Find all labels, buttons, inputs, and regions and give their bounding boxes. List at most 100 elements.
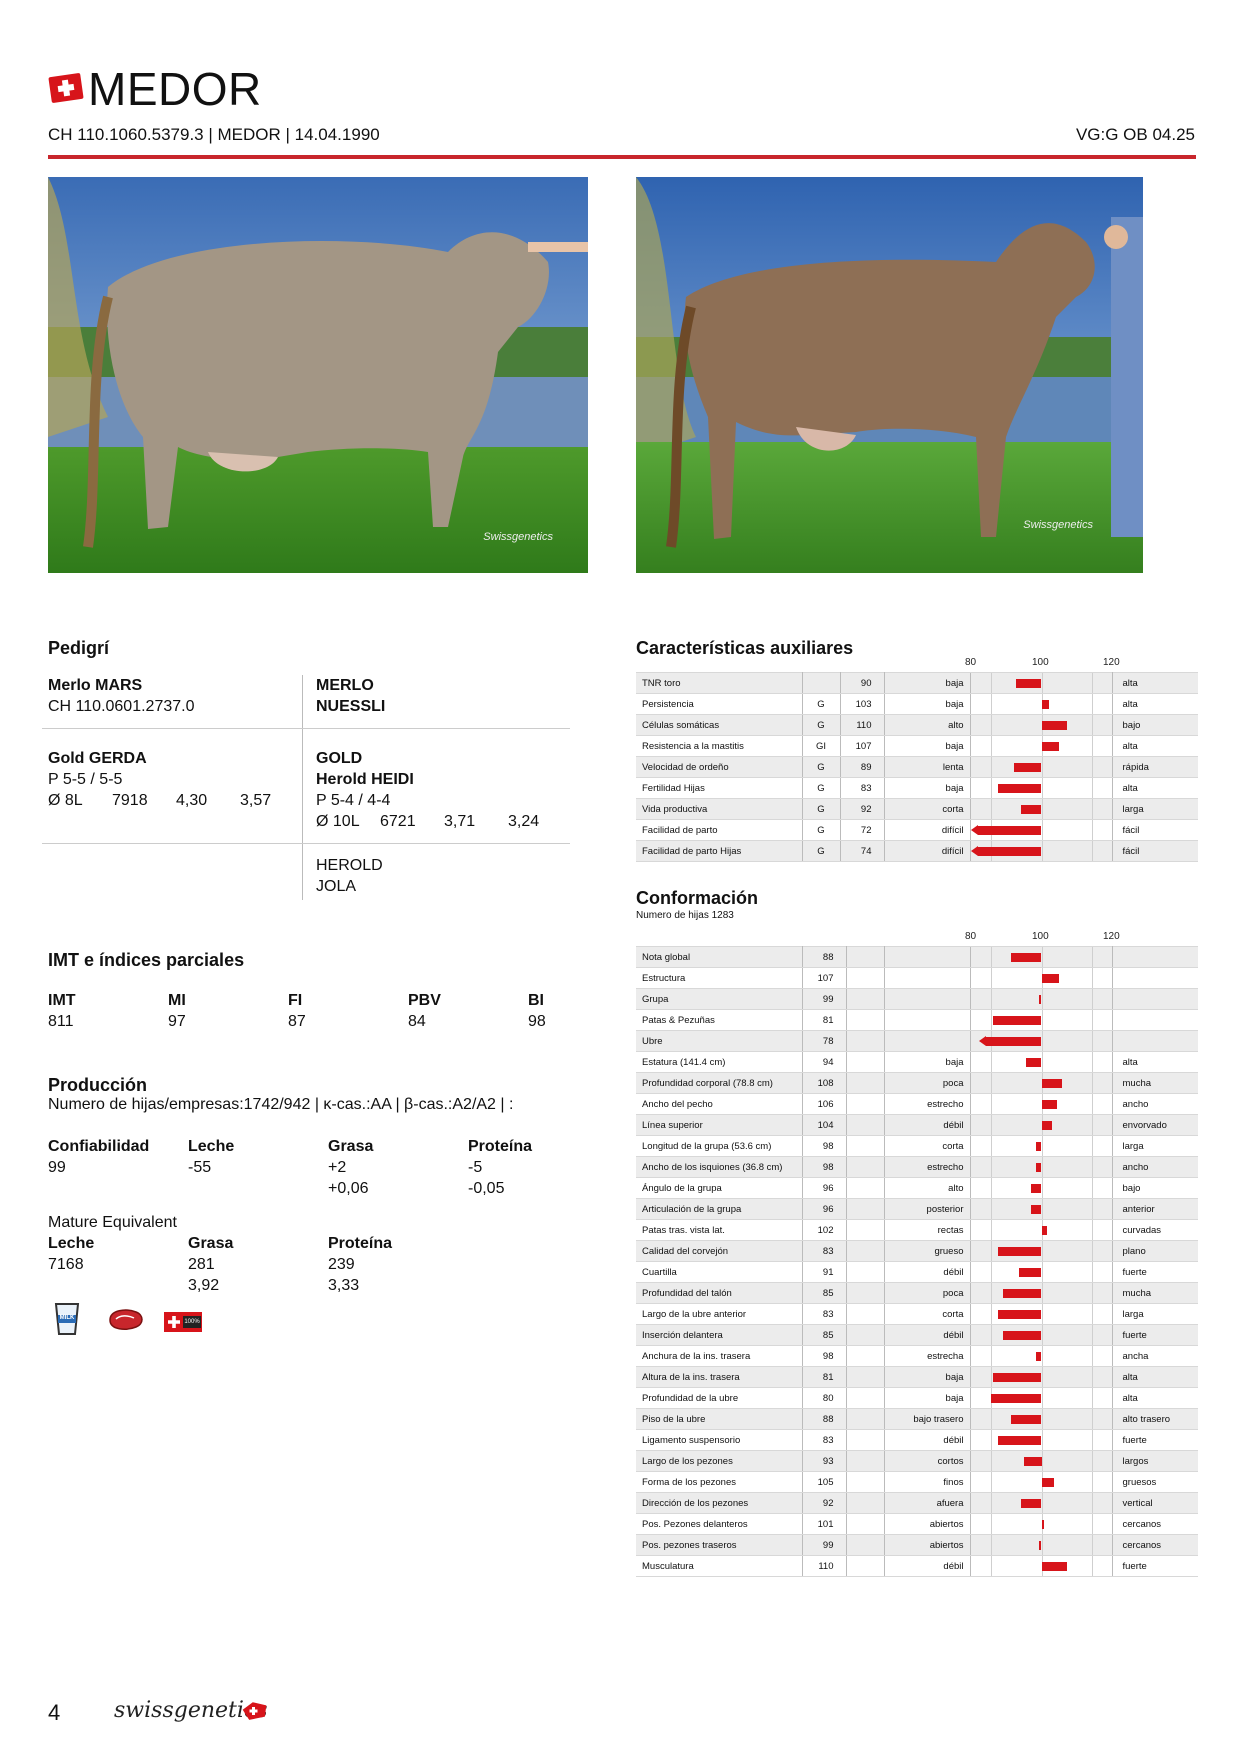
conf-trait-label: Dirección de los pezones xyxy=(636,1492,803,1514)
conf-gridline xyxy=(1092,947,1094,967)
sire-id: CH 110.0601.2737.0 xyxy=(48,698,195,715)
aux-low-label: corta xyxy=(884,798,970,820)
production-subtitle: Numero de hijas/empresas:1742/942 | κ-ca… xyxy=(48,1096,514,1113)
conf-scale-100: 100 xyxy=(1032,931,1049,942)
conf-trait-value: 88 xyxy=(802,1408,847,1430)
conf-gridline xyxy=(1092,1052,1094,1072)
conf-bar xyxy=(1041,1100,1057,1109)
mi-label: MI xyxy=(168,992,186,1009)
conf-gridline xyxy=(990,1199,992,1219)
fi-label: FI xyxy=(288,992,303,1009)
aux-trait-label: Células somáticas xyxy=(636,714,803,736)
aux-trait-label: Resistencia a la mastitis xyxy=(636,735,803,757)
page-title: MEDOR xyxy=(88,63,262,115)
conf-empty-cell xyxy=(846,988,885,1010)
aux-gridline xyxy=(1092,841,1094,861)
dam-sire-fat: 3,71 xyxy=(444,813,476,830)
aux-genomic-flag xyxy=(802,672,841,694)
conf-bar-cell xyxy=(969,1051,1113,1073)
aux-high-label: alta xyxy=(1112,672,1198,694)
conf-low-label: baja xyxy=(884,1366,970,1388)
bi-value: 98 xyxy=(528,1013,546,1030)
conf-high-label: mucha xyxy=(1112,1072,1198,1094)
aux-trait-label: Facilidad de parto Hijas xyxy=(636,840,803,862)
conf-bar-cell xyxy=(969,1450,1113,1472)
conf-empty-cell xyxy=(846,1387,885,1409)
conf-trait-value: 81 xyxy=(802,1366,847,1388)
conf-row: Anchura de la ins. trasera 98 estrecha anch… xyxy=(636,1345,1198,1367)
conf-trait-value: 91 xyxy=(802,1261,847,1283)
conf-bar-cell xyxy=(969,1324,1113,1346)
conf-low-label: corta xyxy=(884,1303,970,1325)
conf-gridline xyxy=(1092,968,1094,988)
prod-protein-kg: -5 xyxy=(468,1159,483,1176)
conf-gridline xyxy=(1041,1388,1043,1408)
conf-gridline xyxy=(990,1556,992,1576)
aux-gridline xyxy=(1092,820,1094,840)
conf-gridline xyxy=(1092,1556,1094,1576)
aux-low-label: baja xyxy=(884,693,970,715)
conf-gridline xyxy=(1041,1430,1043,1450)
aux-trait-value: 110 xyxy=(840,714,885,736)
aux-bar-cell xyxy=(969,777,1113,799)
conf-bar xyxy=(1036,1352,1042,1361)
aux-trait-label: Velocidad de ordeño xyxy=(636,756,803,778)
conf-high-label: larga xyxy=(1112,1303,1198,1325)
conf-gridline xyxy=(990,1073,992,1093)
conf-low-label xyxy=(884,1030,970,1052)
conf-gridline xyxy=(1092,1451,1094,1471)
conf-low-label: finos xyxy=(884,1471,970,1493)
conf-gridline xyxy=(990,968,992,988)
conf-row: Profundidad del talón 85 poca mucha xyxy=(636,1282,1198,1304)
conf-low-label: afuera xyxy=(884,1492,970,1514)
aux-genomic-flag: G xyxy=(802,777,841,799)
conf-gridline xyxy=(990,1346,992,1366)
conf-bar-cell xyxy=(969,1408,1113,1430)
conf-gridline xyxy=(1092,1367,1094,1387)
conf-trait-value: 99 xyxy=(802,988,847,1010)
aux-high-label: fácil xyxy=(1112,819,1198,841)
dam-protein: 3,57 xyxy=(240,792,272,809)
prod-fat-kg: +2 xyxy=(328,1159,347,1176)
conf-high-label: cercanos xyxy=(1112,1534,1198,1556)
conf-trait-label: Ligamento suspensorio xyxy=(636,1429,803,1451)
conf-low-label: abiertos xyxy=(884,1513,970,1535)
aux-bar-overflow-arrow xyxy=(971,846,979,856)
conf-subtitle: Numero de hijas 1283 xyxy=(636,910,734,921)
bi-label: BI xyxy=(528,992,544,1009)
conf-bar xyxy=(1036,1163,1042,1172)
conf-bar xyxy=(1003,1331,1042,1340)
conf-low-label: poca xyxy=(884,1282,970,1304)
dam-dam-line1: HEROLD xyxy=(316,857,383,874)
pbv-label: PBV xyxy=(408,992,441,1009)
conf-gridline xyxy=(1092,1514,1094,1534)
header-divider xyxy=(48,155,1196,159)
aux-trait-value: 83 xyxy=(840,777,885,799)
imt-label: IMT xyxy=(48,992,76,1009)
conf-low-label xyxy=(884,946,970,968)
conf-trait-label: Ubre xyxy=(636,1030,803,1052)
aux-trait-label: Facilidad de parto xyxy=(636,819,803,841)
conf-empty-cell xyxy=(846,1471,885,1493)
aux-trait-label: Vida productiva xyxy=(636,798,803,820)
conf-bar-cell xyxy=(969,1261,1113,1283)
conf-gridline xyxy=(1041,1157,1043,1177)
conf-low-label: alto xyxy=(884,1177,970,1199)
conf-gridline xyxy=(1041,1346,1043,1366)
prod-reliability: 99 xyxy=(48,1159,66,1176)
conf-row: Profundidad corporal (78.8 cm) 108 poca muc… xyxy=(636,1072,1198,1094)
conf-empty-cell xyxy=(846,1345,885,1367)
conf-high-label: plano xyxy=(1112,1240,1198,1262)
conf-low-label: débil xyxy=(884,1555,970,1577)
conf-bar-cell xyxy=(969,1492,1113,1514)
conf-bar-cell xyxy=(969,1366,1113,1388)
conf-trait-label: Nota global xyxy=(636,946,803,968)
meat-icon xyxy=(106,1306,146,1332)
aux-gridline xyxy=(1041,799,1043,819)
aux-scale-80: 80 xyxy=(965,657,977,668)
conf-bar-cell xyxy=(969,1471,1113,1493)
conf-gridline xyxy=(990,1304,992,1324)
fi-value: 87 xyxy=(288,1013,306,1030)
conf-empty-cell xyxy=(846,1534,885,1556)
cow-photo-right: Swissgenetics xyxy=(636,177,1143,573)
